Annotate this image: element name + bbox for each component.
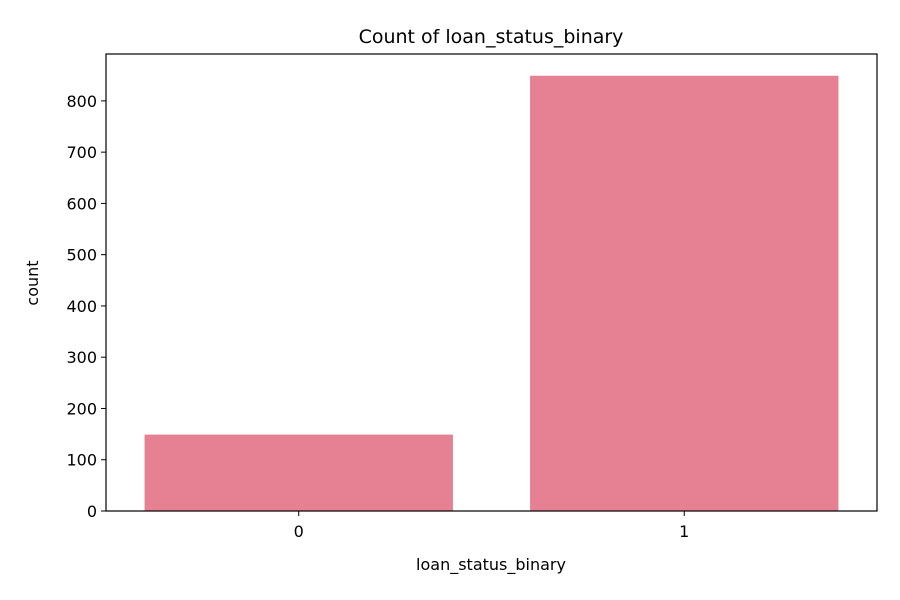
- x-tick-label: 0: [294, 522, 304, 541]
- x-tick-label: 1: [679, 522, 689, 541]
- bar-0: [144, 434, 453, 511]
- y-tick-label: 300: [66, 348, 97, 367]
- y-axis-label: count: [23, 260, 42, 305]
- y-tick-label: 600: [66, 194, 97, 213]
- y-tick-label: 0: [87, 502, 97, 521]
- chart-title: Count of loan_status_binary: [359, 26, 624, 48]
- bars-layer: [144, 75, 839, 511]
- y-tick-label: 200: [66, 399, 97, 418]
- plot-frame: [105, 53, 878, 512]
- y-tick-label: 400: [66, 297, 97, 316]
- y-axis: 0 100 200 300 400 500 600 700 800: [66, 92, 106, 521]
- y-tick-label: 100: [66, 451, 97, 470]
- y-tick-label: 700: [66, 143, 97, 162]
- y-tick-label: 800: [66, 92, 97, 111]
- bar-1: [530, 75, 839, 511]
- x-axis-label: loan_status_binary: [416, 555, 566, 575]
- y-tick-label: 500: [66, 246, 97, 265]
